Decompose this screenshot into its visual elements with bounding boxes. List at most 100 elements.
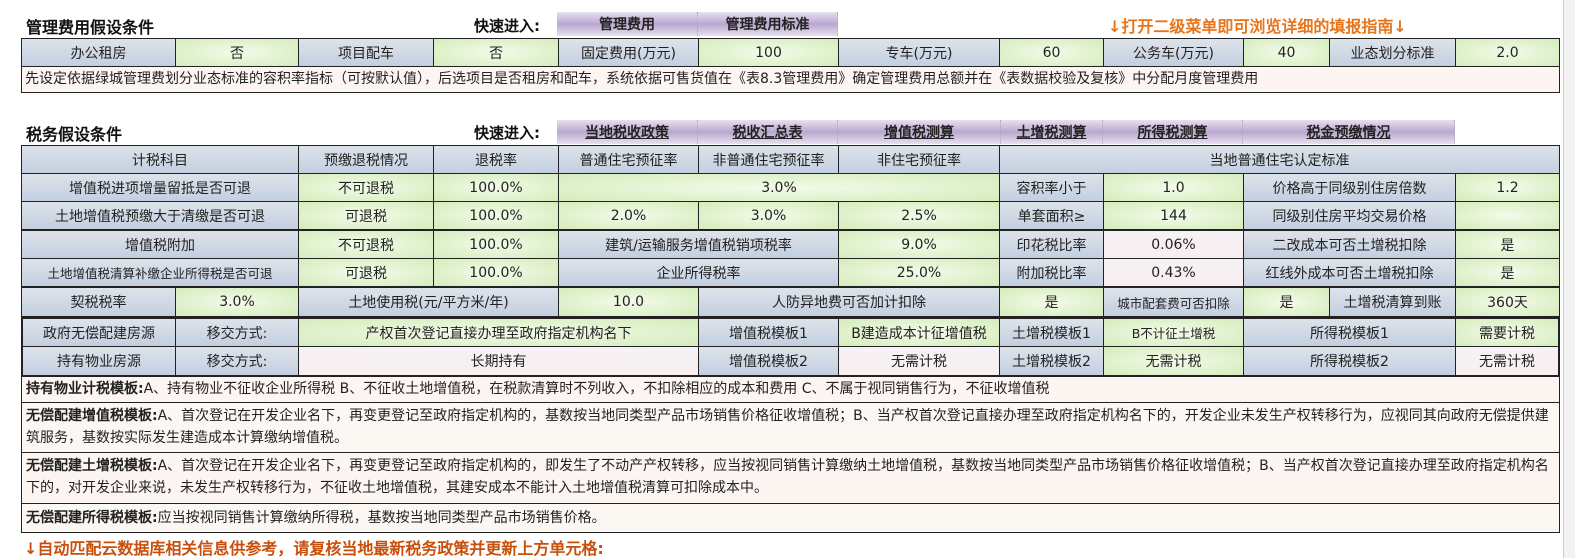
quick-link-mgmt-fee-standard[interactable]: 管理费用标准 <box>698 12 838 36</box>
gov-cit-tpl-value[interactable]: 需要计税 <box>1455 317 1560 347</box>
quick-link-mgmt-fee[interactable]: 管理费用 <box>557 12 698 36</box>
row4-subject: 土地增值税清算补缴企业所得税是否可退 <box>21 258 299 287</box>
quick-link-lat-calc[interactable]: 土增税测算 <box>1001 120 1103 144</box>
reno-label: 二改成本可否土增税扣除 <box>1243 230 1456 259</box>
surcharge-label: 附加税比率 <box>999 258 1104 287</box>
avg-price-label: 同级别住房平均交易价格 <box>1243 201 1456 230</box>
construction-rate-label: 建筑/运输服务增值税销项税率 <box>558 230 839 259</box>
redline-value[interactable]: 是 <box>1455 258 1560 287</box>
header-subject: 计税科目 <box>21 145 299 174</box>
deed-tax-label: 契税税率 <box>21 287 176 317</box>
header-non-res-rate: 非住宅预征率 <box>838 145 1000 174</box>
note-title: 无偿配建增值税模板: <box>26 408 158 424</box>
official-car-value[interactable]: 40 <box>1243 38 1330 67</box>
note-hold-template: 持有物业计税模板:A、持有物业不征收企业所得税 B、不征收土地增值税，在税款清算… <box>21 376 1560 403</box>
non-res-prepay-rate[interactable]: 2.5% <box>838 201 1000 230</box>
civil-defense-value[interactable]: 是 <box>999 287 1104 317</box>
mgmt-quick-label: 快速进入: <box>474 17 540 35</box>
header-refund-rate: 退税率 <box>433 145 559 174</box>
far-value[interactable]: 1.0 <box>1103 173 1244 202</box>
stamp-label: 印花税比率 <box>999 230 1104 259</box>
tax-section-title: 税务假设条件 <box>26 125 123 144</box>
header-ordinary-rate: 普通住宅预征率 <box>558 145 699 174</box>
fixed-cost-value[interactable]: 100 <box>698 38 839 67</box>
project-car-value[interactable]: 否 <box>433 38 559 67</box>
gov-transfer-value[interactable]: 产权首次登记直接办理至政府指定机构名下 <box>298 317 699 347</box>
tax-quick-label: 快速进入: <box>474 124 540 142</box>
reno-value[interactable]: 是 <box>1455 230 1560 259</box>
hold-vat-tpl-label: 增值税模板2 <box>698 346 839 377</box>
gov-cit-tpl-label: 所得税模板1 <box>1243 317 1456 347</box>
ordinary-prepay-rate[interactable]: 2.0% <box>558 201 699 230</box>
quick-link-prepaid-tax[interactable]: 税金预缴情况 <box>1243 120 1455 144</box>
note-text: A、首次登记在开发企业名下，再变更登记至政府指定机构的，即发生了不动产产权转移，… <box>26 458 1549 496</box>
hold-housing-label: 持有物业房源 <box>21 346 176 377</box>
note-title: 持有物业计税模板: <box>26 381 144 397</box>
stamp-value[interactable]: 0.06% <box>1103 230 1244 259</box>
deed-tax-value[interactable]: 3.0% <box>175 287 299 317</box>
project-car-label: 项目配车 <box>298 38 434 67</box>
office-rent-label: 办公租房 <box>21 38 176 67</box>
note-lat-template: 无偿配建土增税模板:A、首次登记在开发企业名下，再变更登记至政府指定机构的，即发… <box>21 452 1560 504</box>
row2-prepay[interactable]: 可退税 <box>298 201 434 230</box>
hold-transfer-label: 移交方式: <box>175 346 299 377</box>
row3-rate[interactable]: 100.0% <box>433 230 559 259</box>
gov-housing-label: 政府无偿配建房源 <box>21 317 176 347</box>
redline-label: 红线外成本可否土增税扣除 <box>1243 258 1456 287</box>
mgmt-note: 先设定依据绿城管理费划分业态标准的容积率指标（可按默认值），后选项目是否租房和配… <box>21 66 1560 93</box>
row1-subject: 增值税进项增量留抵是否可退 <box>21 173 299 202</box>
hold-vat-tpl-value[interactable]: 无需计税 <box>838 346 1000 377</box>
fixed-cost-label: 固定费用(万元) <box>558 38 699 67</box>
format-standard-value[interactable]: 2.0 <box>1455 38 1560 67</box>
gov-lat-tpl-value[interactable]: B不计征土增税 <box>1103 317 1244 347</box>
gov-vat-tpl-value[interactable]: B建造成本计征增值税 <box>838 317 1000 347</box>
row2-rate[interactable]: 100.0% <box>433 201 559 230</box>
note-title: 无偿配建土增税模板: <box>26 458 158 474</box>
prepay-rate-merged[interactable]: 3.0% <box>558 173 1000 202</box>
row2-subject: 土地增值税预缴大于清缴是否可退 <box>21 201 299 230</box>
row4-rate[interactable]: 100.0% <box>433 258 559 287</box>
construction-rate-value[interactable]: 9.0% <box>838 230 1000 259</box>
cit-label: 企业所得税率 <box>558 258 839 287</box>
quick-link-tax-summary[interactable]: 税收汇总表 <box>698 120 838 144</box>
guide-hint: ↓打开二级菜单即可浏览详细的填报指南↓ <box>1108 17 1407 36</box>
civil-defense-label: 人防异地费可否加计扣除 <box>698 287 1000 317</box>
row1-prepay[interactable]: 不可退税 <box>298 173 434 202</box>
area-label: 单套面积≥ <box>999 201 1104 230</box>
row4-prepay[interactable]: 可退税 <box>298 258 434 287</box>
row3-prepay[interactable]: 不可退税 <box>298 230 434 259</box>
landuse-tax-label: 土地使用税(元/平方米/年) <box>298 287 559 317</box>
office-rent-value[interactable]: 否 <box>175 38 299 67</box>
official-car-label: 公务车(万元) <box>1103 38 1244 67</box>
lat-settle-label: 土增税清算到账 <box>1329 287 1456 317</box>
note-text: A、持有物业不征收企业所得税 B、不征收土地增值税，在税款清算时不列收入，不扣除… <box>143 381 1050 397</box>
quick-link-local-tax-policy[interactable]: 当地税收政策 <box>557 120 698 144</box>
quick-link-vat-calc[interactable]: 增值税测算 <box>838 120 1001 144</box>
vertical-scrollbar[interactable] <box>1563 0 1575 558</box>
row3-subject: 增值税附加 <box>21 230 299 259</box>
non-ordinary-prepay-rate[interactable]: 3.0% <box>698 201 839 230</box>
note-title: 无偿配建所得税模板: <box>26 510 158 526</box>
hold-lat-tpl-label: 土增税模板2 <box>999 346 1104 377</box>
price-mult-value[interactable]: 1.2 <box>1455 173 1560 202</box>
surcharge-value[interactable]: 0.43% <box>1103 258 1244 287</box>
city-fee-value[interactable]: 是 <box>1243 287 1330 317</box>
price-mult-label: 价格高于同级别住房倍数 <box>1243 173 1456 202</box>
landuse-tax-value[interactable]: 10.0 <box>558 287 699 317</box>
special-car-label: 专车(万元) <box>838 38 1000 67</box>
avg-price-value[interactable] <box>1455 201 1560 230</box>
quick-link-cit-calc[interactable]: 所得税测算 <box>1103 120 1243 144</box>
header-non-ordinary-rate: 非普通住宅预征率 <box>698 145 839 174</box>
gov-lat-tpl-label: 土增税模板1 <box>999 317 1104 347</box>
area-value[interactable]: 144 <box>1103 201 1244 230</box>
cloud-db-hint: ↓自动匹配云数据库相关信息供参考，请复核当地最新税务政策并更新上方单元格: <box>24 539 604 558</box>
row1-rate[interactable]: 100.0% <box>433 173 559 202</box>
hold-cit-tpl-value[interactable]: 无需计税 <box>1455 346 1560 377</box>
special-car-value[interactable]: 60 <box>999 38 1104 67</box>
cit-value[interactable]: 25.0% <box>838 258 1000 287</box>
hold-cit-tpl-label: 所得税模板2 <box>1243 346 1456 377</box>
header-standard: 当地普通住宅认定标准 <box>999 145 1560 174</box>
hold-transfer-value[interactable]: 长期持有 <box>298 346 699 377</box>
lat-settle-value[interactable]: 360天 <box>1455 287 1560 317</box>
hold-lat-tpl-value[interactable]: 无需计税 <box>1103 346 1244 377</box>
